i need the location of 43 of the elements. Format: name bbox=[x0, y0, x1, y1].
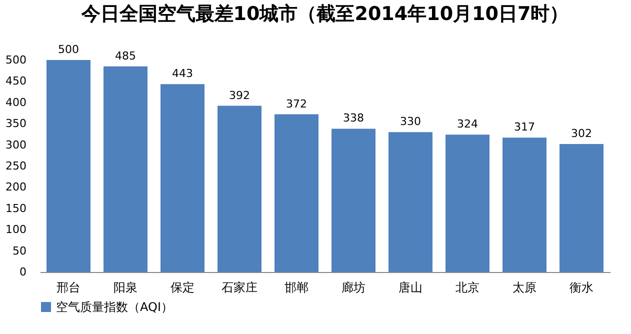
y-tick-label: 150 bbox=[6, 202, 26, 215]
x-tick-label: 保定 bbox=[170, 280, 194, 294]
legend-label: 空气质量指数（AQI） bbox=[56, 300, 173, 314]
bar bbox=[502, 138, 546, 272]
bar bbox=[274, 114, 318, 272]
x-tick-label: 北京 bbox=[456, 280, 480, 294]
bar bbox=[388, 132, 432, 272]
y-tick-label: 400 bbox=[6, 96, 26, 109]
bar bbox=[560, 144, 604, 272]
y-tick-label: 350 bbox=[6, 117, 26, 130]
y-tick-label: 250 bbox=[6, 160, 26, 172]
data-label: 302 bbox=[571, 126, 592, 140]
bar bbox=[104, 66, 148, 272]
data-label: 372 bbox=[286, 97, 307, 110]
y-tick-label: 500 bbox=[6, 54, 26, 66]
data-label: 317 bbox=[514, 120, 535, 134]
data-label: 392 bbox=[229, 88, 250, 102]
data-label: 443 bbox=[172, 67, 193, 80]
x-tick-label: 唐山 bbox=[398, 280, 422, 294]
x-tick-label: 邢台 bbox=[56, 280, 80, 294]
data-label: 338 bbox=[343, 112, 364, 125]
data-label: 485 bbox=[115, 49, 136, 62]
data-label: 330 bbox=[400, 115, 421, 128]
x-tick-label: 阳泉 bbox=[114, 280, 138, 294]
x-tick-label: 太原 bbox=[512, 280, 536, 294]
data-label: 324 bbox=[457, 118, 478, 131]
x-tick-label: 廊坊 bbox=[342, 280, 366, 294]
y-tick-label: 450 bbox=[6, 74, 26, 88]
bar bbox=[160, 84, 204, 272]
bar bbox=[446, 134, 490, 272]
x-tick-label: 石家庄 bbox=[222, 280, 258, 294]
y-tick-label: 50 bbox=[12, 244, 26, 258]
bar bbox=[332, 128, 376, 272]
y-tick-label: 100 bbox=[6, 223, 26, 236]
bar bbox=[46, 60, 90, 272]
y-tick-label: 200 bbox=[6, 180, 26, 194]
y-tick-label: 300 bbox=[6, 138, 26, 152]
x-tick-label: 邯郸 bbox=[284, 280, 308, 294]
y-tick-label: 0 bbox=[20, 266, 26, 278]
bar bbox=[218, 106, 262, 272]
data-label: 500 bbox=[58, 43, 79, 56]
x-tick-label: 衡水 bbox=[570, 280, 594, 294]
chart-title: 今日全国空气最差10城市（截至2014年10月10日7时） bbox=[80, 3, 569, 25]
